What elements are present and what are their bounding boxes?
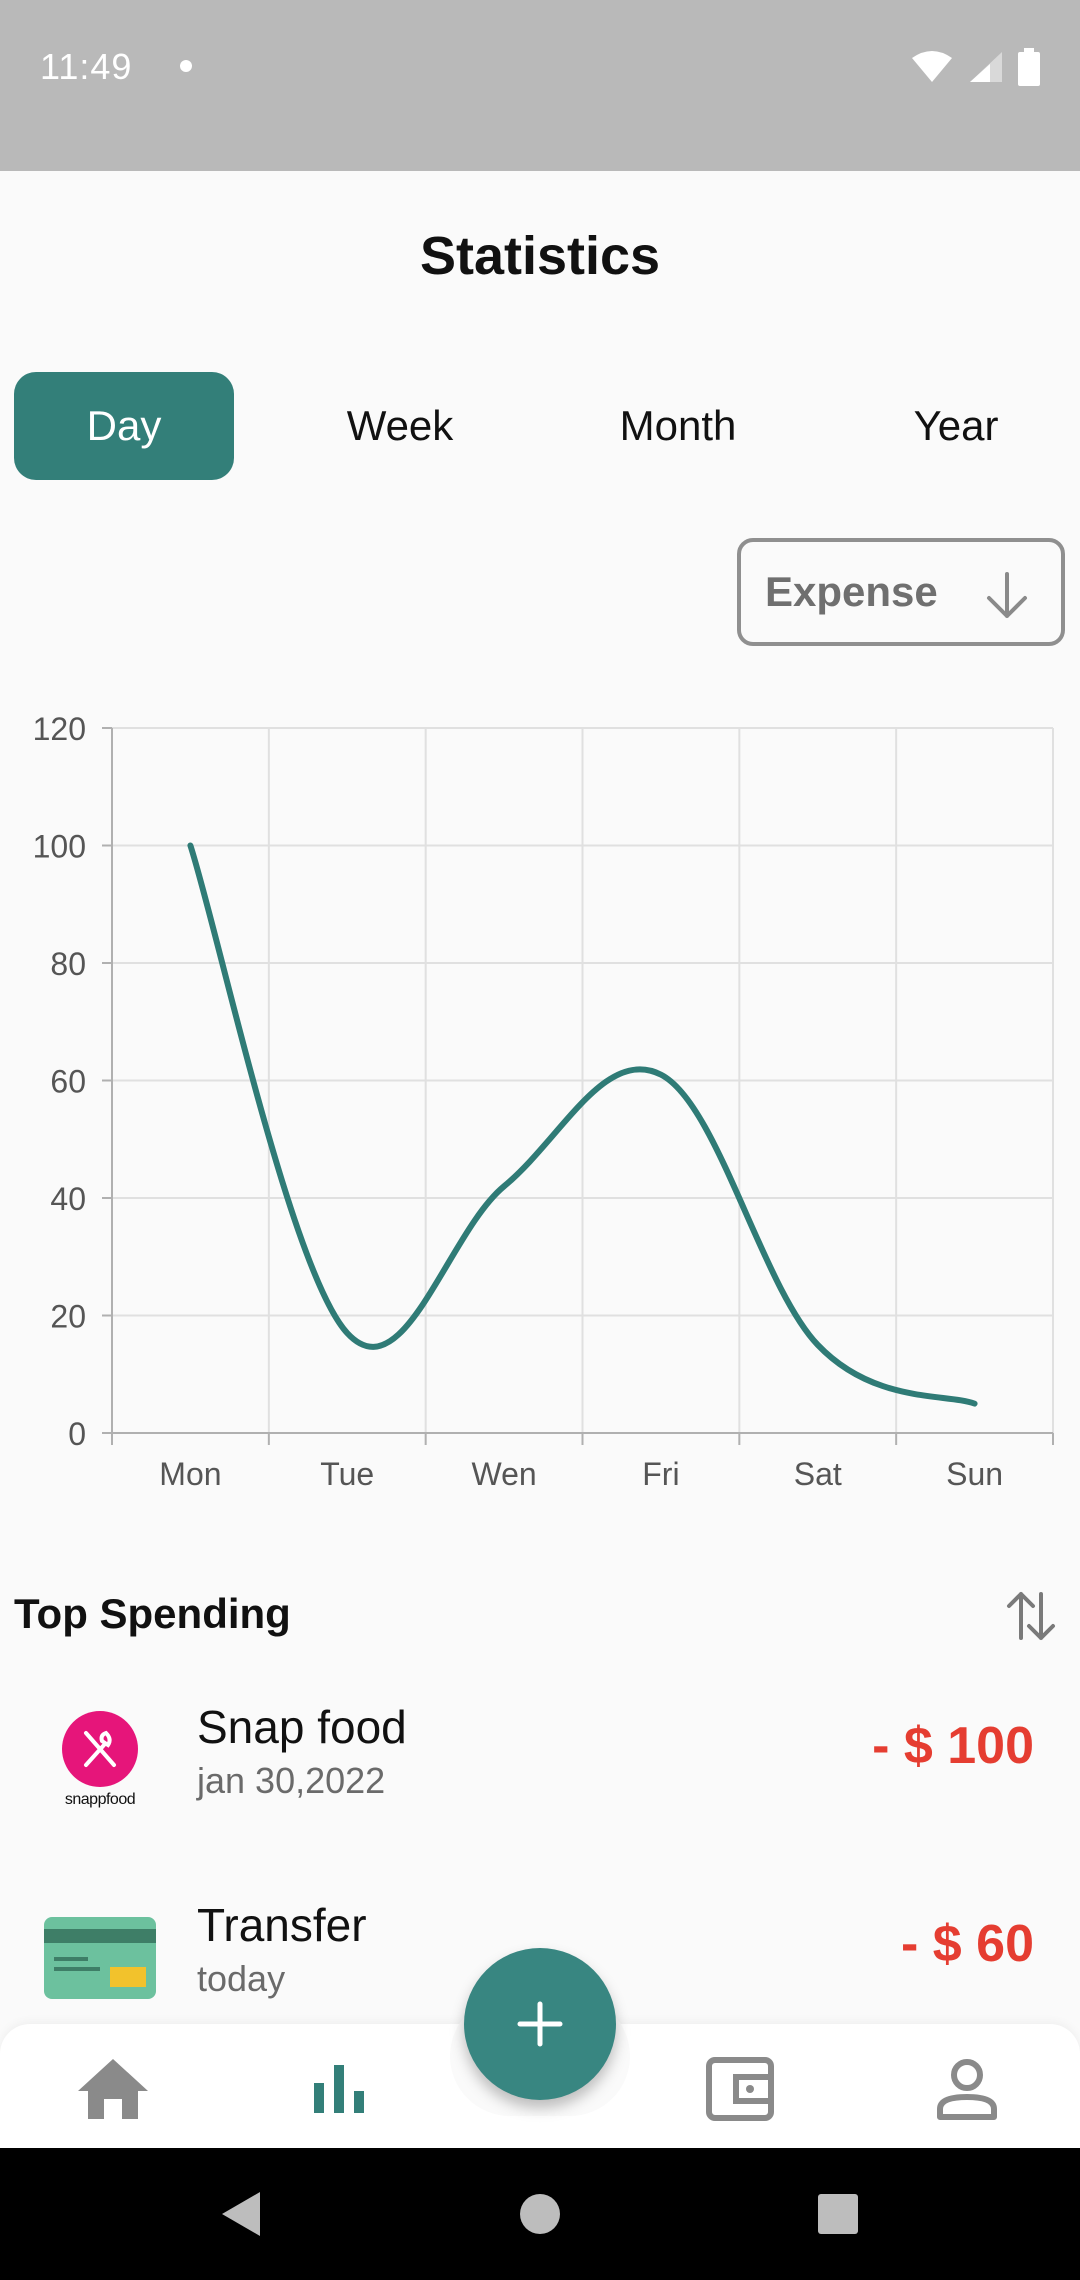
- transaction-item-transfer[interactable]: Transfer today - $ 60: [0, 1888, 1080, 2058]
- transaction-amount: - $ 100: [872, 1717, 1034, 1775]
- status-bar: 11:49: [0, 0, 1080, 171]
- y-tick-label: 0: [68, 1416, 86, 1452]
- plus-icon: [517, 2001, 563, 2047]
- y-tick-label: 80: [50, 946, 86, 982]
- transaction-date: jan 30,2022: [197, 1760, 386, 1801]
- card-icon-svg: [44, 1917, 156, 1999]
- tab-month-label: Month: [619, 402, 737, 449]
- status-icons: [910, 48, 1040, 86]
- nav-wallet[interactable]: [695, 2044, 785, 2134]
- tab-month[interactable]: Month: [568, 372, 788, 480]
- card-icon: [40, 1898, 160, 2018]
- statistics-icon: [314, 2065, 364, 2113]
- type-select-value: Expense: [765, 568, 938, 615]
- tab-week-label: Week: [346, 402, 454, 449]
- y-tick-label: 60: [50, 1064, 86, 1100]
- system-nav-bar: [0, 2148, 1080, 2280]
- x-tick-label: Tue: [320, 1456, 374, 1492]
- nav-statistics[interactable]: [295, 2044, 385, 2134]
- type-select-dropdown[interactable]: Expense: [737, 538, 1065, 646]
- back-triangle-icon: [222, 2192, 260, 2236]
- home-button[interactable]: [510, 2184, 570, 2244]
- y-tick-label: 20: [50, 1299, 86, 1335]
- x-tick-label: Sun: [946, 1456, 1003, 1492]
- top-spending-title: Top Spending: [14, 1590, 291, 1637]
- arrow-down-icon: [987, 572, 1027, 618]
- wallet-icon: [706, 2057, 774, 2121]
- transaction-amount: - $ 60: [901, 1915, 1034, 1973]
- notification-dot-icon: [180, 60, 192, 72]
- x-tick-label: Sat: [794, 1456, 842, 1492]
- nav-profile[interactable]: [922, 2044, 1012, 2134]
- y-tick-label: 100: [33, 829, 86, 865]
- y-tick-label: 120: [33, 711, 86, 747]
- x-tick-label: Wen: [471, 1456, 536, 1492]
- recents-button[interactable]: [808, 2184, 868, 2244]
- signal-icon: [970, 52, 1002, 82]
- x-tick-label: Fri: [642, 1456, 679, 1492]
- snappfood-logo: snappfood: [40, 1700, 160, 1820]
- wifi-icon: [912, 51, 952, 82]
- recents-square-icon: [818, 2194, 858, 2234]
- snappfood-logo-text: snappfood: [64, 1791, 136, 1808]
- status-time: 11:49: [40, 46, 133, 87]
- line-chart-svg: 0 20 40 60 80 100 120 Mon Tue Wen Fri Sat Sun: [33, 711, 1054, 1492]
- transaction-item-snapp-food[interactable]: snappfood Snap food jan 30,2022 - $ 100: [0, 1690, 1080, 1860]
- series-line-0: [187, 842, 978, 1407]
- home-circle-icon: [520, 2194, 560, 2234]
- nav-home[interactable]: [68, 2044, 158, 2134]
- add-transaction-button[interactable]: [464, 1948, 616, 2100]
- tab-year-label: Year: [913, 402, 999, 449]
- tab-year[interactable]: Year: [846, 372, 1066, 480]
- page-title: Statistics: [419, 226, 661, 286]
- tab-day-label: Day: [86, 402, 162, 449]
- y-tick-label: 40: [50, 1181, 86, 1217]
- expense-chart: 0 20 40 60 80 100 120 Mon Tue Wen Fri Sat Sun: [0, 700, 1080, 1500]
- period-tabs: Day Week Month Year: [14, 372, 1066, 480]
- transaction-date: today: [197, 1958, 286, 1999]
- snappfood-icon: [62, 1711, 138, 1787]
- tab-day[interactable]: Day: [14, 372, 234, 480]
- sort-icon[interactable]: [1005, 1588, 1057, 1644]
- back-button[interactable]: [210, 2184, 270, 2244]
- battery-icon: [1018, 48, 1040, 86]
- home-icon: [78, 2059, 148, 2119]
- tab-week[interactable]: Week: [290, 372, 510, 480]
- profile-icon: [937, 2059, 997, 2120]
- x-tick-label: Mon: [159, 1456, 221, 1492]
- transaction-name: Transfer: [197, 1899, 367, 1951]
- transaction-name: Snap food: [197, 1701, 407, 1753]
